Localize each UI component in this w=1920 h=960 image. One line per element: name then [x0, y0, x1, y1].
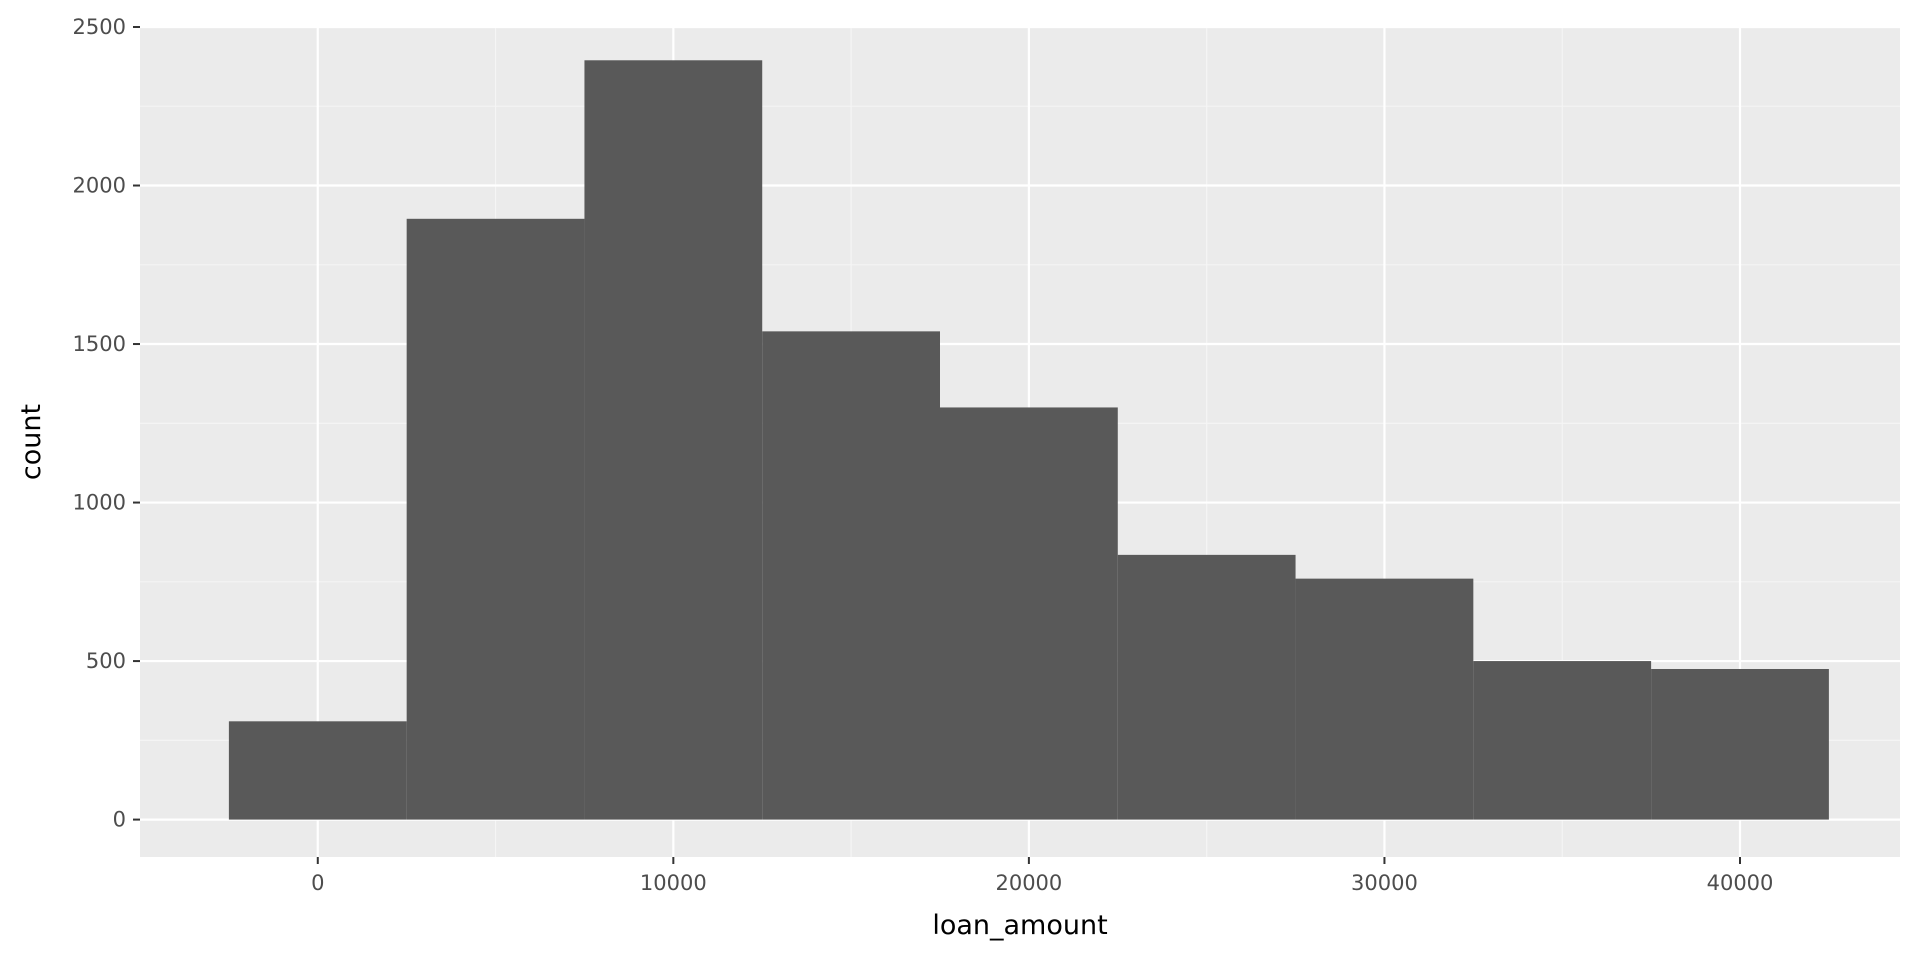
- x-tick-label: 20000: [995, 871, 1062, 895]
- histogram-bar: [584, 60, 763, 820]
- y-tick-label: 0: [113, 808, 126, 832]
- y-axis: 0 500 1000 1500 2000 2500: [73, 15, 140, 832]
- histogram-bar: [1651, 668, 1829, 820]
- x-tick-label: 0: [311, 871, 324, 895]
- histogram-bar: [940, 407, 1118, 820]
- histogram-bar: [1295, 578, 1474, 820]
- histogram-bar: [406, 218, 585, 820]
- histogram-bar: [762, 331, 940, 820]
- histogram-bar: [1473, 661, 1652, 820]
- x-tick-label: 30000: [1351, 871, 1418, 895]
- y-axis-title: count: [16, 404, 47, 480]
- histogram-bar: [228, 721, 407, 820]
- x-tick-label: 10000: [640, 871, 707, 895]
- x-axis: 0 10000 20000 30000 40000: [311, 857, 1773, 895]
- y-tick-label: 2000: [73, 174, 126, 198]
- x-tick-label: 40000: [1707, 871, 1774, 895]
- y-tick-label: 500: [86, 649, 126, 673]
- x-axis-title: loan_amount: [932, 910, 1107, 941]
- y-tick-label: 1000: [73, 491, 126, 515]
- histogram-bar: [1117, 554, 1296, 820]
- y-tick-label: 2500: [73, 15, 126, 39]
- histogram-bars: [228, 60, 1829, 820]
- y-tick-label: 1500: [73, 332, 126, 356]
